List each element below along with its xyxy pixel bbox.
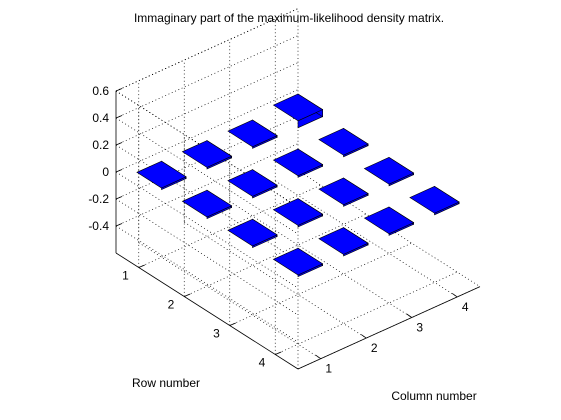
grid-line <box>115 8 299 92</box>
column-tick-label: 4 <box>462 300 469 314</box>
chart-title: Immaginary part of the maximum-likelihoo… <box>134 11 444 25</box>
bar-top <box>363 157 415 185</box>
bar-top <box>227 169 278 197</box>
bar-r3-c2 <box>272 198 324 228</box>
row-tick-mark <box>138 264 145 268</box>
bar-top <box>272 198 324 226</box>
z-tick-label: 0.6 <box>92 84 109 98</box>
row-tick-mark <box>229 322 236 326</box>
column-tick-mark <box>452 293 458 298</box>
bar-r2-c1 <box>181 189 233 220</box>
row-tick-mark <box>184 293 191 297</box>
z-tick-label: 0.2 <box>92 138 109 152</box>
column-axis-label: Column number <box>391 389 476 403</box>
bar-top <box>136 160 187 189</box>
column-tick-mark <box>315 354 321 360</box>
bar-r1-c3 <box>227 119 278 149</box>
bar-top <box>318 227 369 255</box>
bar-top <box>409 186 460 214</box>
z-tick-mark <box>115 223 123 227</box>
row-tick-mark <box>275 351 282 355</box>
column-tick-mark <box>406 313 412 318</box>
bar-top <box>227 119 278 148</box>
grid-line <box>115 225 299 343</box>
bar-r3-c4 <box>363 156 415 187</box>
z-tick-mark <box>115 115 123 119</box>
column-axis <box>297 286 481 370</box>
column-tick-mark <box>361 334 367 339</box>
bar-top <box>272 148 324 177</box>
bar-r1-c4 <box>272 93 324 129</box>
column-tick-label: 1 <box>325 362 332 376</box>
z-tick-mark <box>115 88 123 92</box>
bar-top <box>181 189 233 218</box>
bar-r3-c1 <box>227 218 278 249</box>
bar-top <box>363 206 415 235</box>
grid-line <box>115 35 299 119</box>
bar-top <box>272 93 324 122</box>
bar-r4-c1 <box>272 247 324 278</box>
bar-r2-c2 <box>227 169 278 199</box>
grid-line <box>275 271 458 355</box>
z-tick-mark <box>115 142 123 146</box>
bar-r1-c2 <box>181 140 233 170</box>
row-tick-label: 3 <box>213 327 220 341</box>
row-axis <box>115 252 299 370</box>
bar-r3-c3 <box>318 177 369 207</box>
bar-top <box>318 177 369 206</box>
grid-line <box>229 242 412 326</box>
z-tick-label: -0.2 <box>88 192 109 206</box>
bar-r4-c3 <box>363 206 415 236</box>
bar-top <box>227 218 278 247</box>
grid-layer <box>115 8 481 370</box>
grid-line <box>138 184 321 268</box>
bar-r2-c4 <box>318 127 369 158</box>
grid-line <box>184 213 367 297</box>
grid-line <box>115 89 299 173</box>
bar-r1-c1 <box>136 160 187 191</box>
row-axis-label: Row number <box>132 376 200 390</box>
column-tick-label: 2 <box>371 341 378 355</box>
tick-layer: 0.6 0.4 0.2 0 -0.2 -0.4 1 2 3 4 1 2 3 4 <box>88 84 469 376</box>
axis-layer <box>115 91 481 370</box>
bar-r4-c2 <box>318 227 369 257</box>
bars-layer <box>136 93 460 278</box>
z-tick-mark <box>115 169 123 173</box>
z-tick-mark <box>115 196 123 200</box>
column-tick-label: 3 <box>416 321 423 335</box>
bar-top <box>181 140 233 168</box>
grid-line <box>115 143 299 227</box>
bar-top <box>272 247 324 276</box>
z-tick-label: 0.4 <box>92 111 109 125</box>
row-tick-label: 1 <box>122 269 129 283</box>
z-tick-label: -0.4 <box>88 219 109 233</box>
bar-r2-c3 <box>272 148 324 178</box>
row-tick-label: 2 <box>168 298 175 312</box>
row-tick-label: 4 <box>259 356 266 370</box>
z-tick-label: 0 <box>102 165 109 179</box>
bar-r4-c4 <box>409 185 460 216</box>
grid-line <box>115 62 299 146</box>
bar-top <box>318 128 369 156</box>
